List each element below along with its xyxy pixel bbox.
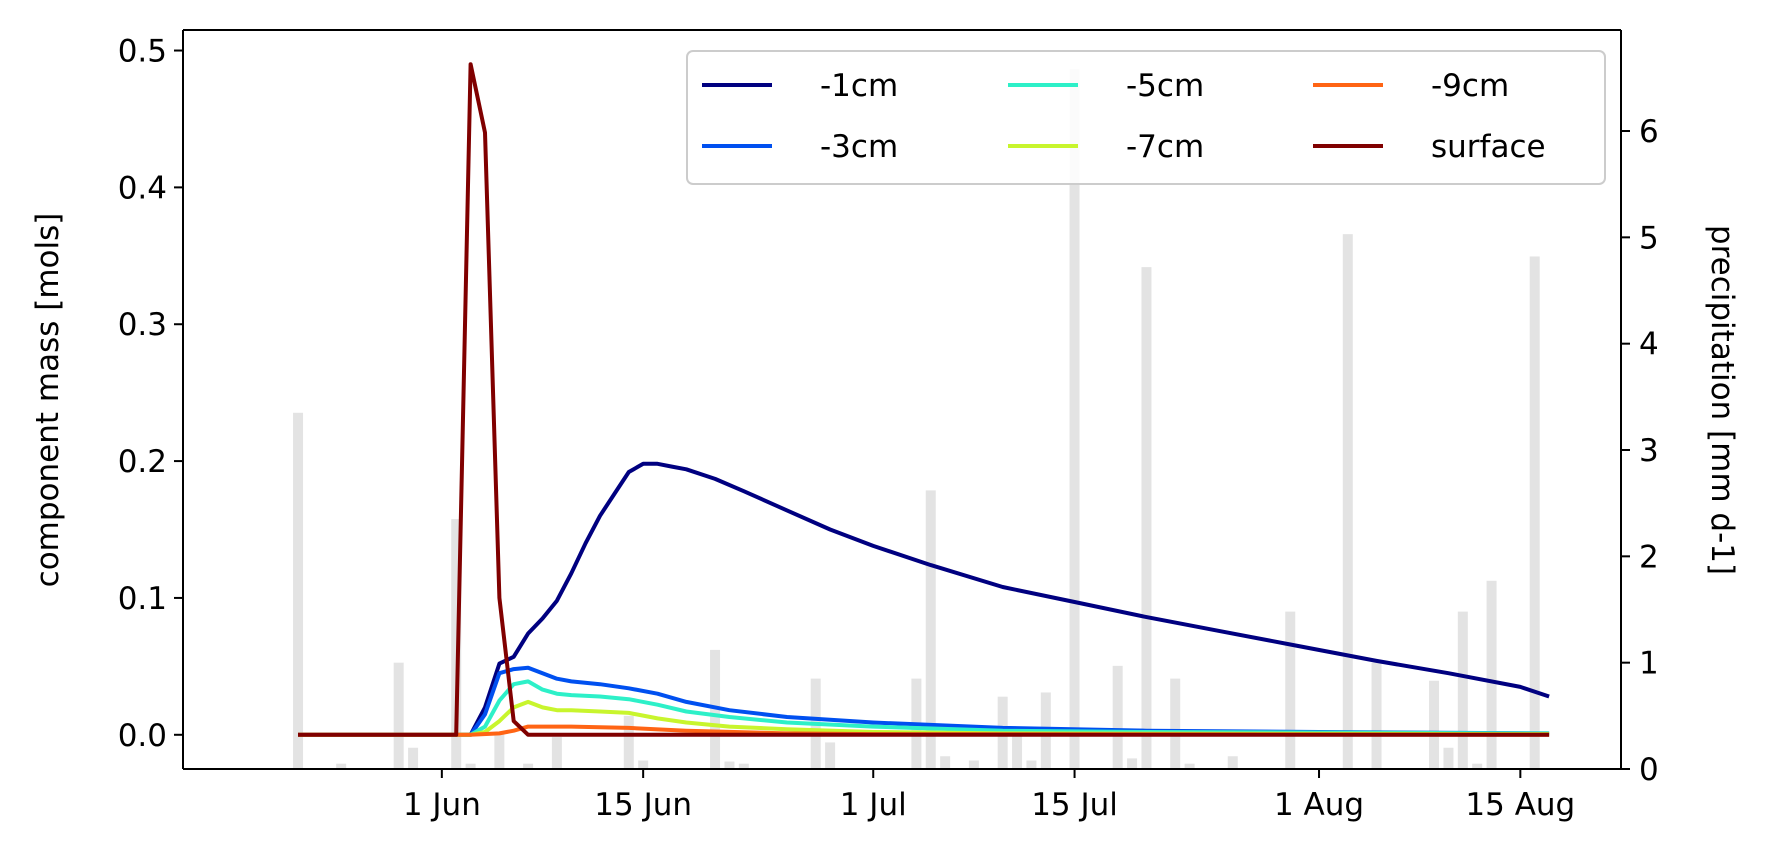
precipitation-bar (968, 760, 979, 769)
precipitation-bar (1342, 234, 1353, 769)
series-line-1cm (298, 461, 1550, 737)
precipitation-bar (1127, 758, 1138, 769)
precipitation-bar (1429, 680, 1440, 769)
y-tick-label: 0.0 (118, 718, 167, 754)
precipitation-bar (1141, 267, 1152, 769)
precipitation-bar (494, 731, 505, 769)
precipitation-bar (738, 763, 749, 769)
legend-label: -3cm (820, 129, 898, 165)
x-tick-label: 15 Jul (1031, 787, 1118, 823)
precipitation-bar (1170, 678, 1181, 769)
x-tick-label: 1 Aug (1274, 787, 1364, 823)
series-line-surface (298, 62, 1550, 737)
precipitation-bar (1112, 665, 1123, 769)
x-tick-label: 1 Jun (403, 787, 481, 823)
precipitation-bar (551, 737, 562, 769)
y2-tick-label: 6 (1639, 114, 1659, 150)
precipitation-bar (1285, 611, 1296, 769)
precipitation-bar (393, 662, 404, 769)
precipitation-bar (1069, 69, 1080, 769)
precipitation-bar (1457, 611, 1468, 769)
y2-tick-label: 5 (1639, 220, 1659, 256)
precipitation-bar (465, 763, 476, 769)
precipitation-bar (1486, 580, 1497, 769)
y2-tick-label: 1 (1639, 646, 1659, 682)
series-line-7cm (298, 699, 1550, 737)
precipitation-bar (1472, 763, 1483, 769)
precipitation-bar (623, 715, 634, 769)
precipitation-bar (724, 761, 735, 769)
precipitation-bar (523, 763, 534, 769)
precipitation-bar (1529, 256, 1540, 770)
precipitation-bar (1026, 760, 1037, 769)
precipitation-bar (1012, 731, 1023, 769)
y2-tick-label: 4 (1639, 327, 1659, 363)
y-tick-label: 0.1 (118, 581, 167, 617)
y2-axis-title: precipitation [mm d-1] (1704, 225, 1740, 575)
precipitation-bar (336, 763, 347, 769)
precipitation-bar (638, 760, 649, 769)
precipitation-bar (825, 742, 836, 769)
y2-tick-label: 0 (1639, 752, 1659, 788)
legend-label: -7cm (1126, 129, 1204, 165)
y2-tick-label: 3 (1639, 433, 1659, 469)
y-tick-label: 0.4 (118, 170, 167, 206)
series-line-3cm (298, 665, 1550, 737)
precipitation-bar (408, 747, 419, 769)
legend-label: -9cm (1431, 68, 1509, 104)
legend-label: -1cm (820, 68, 898, 104)
y-axis-title: component mass [mols] (30, 213, 66, 588)
x-tick-label: 15 Jun (594, 787, 692, 823)
x-tick-label: 1 Jul (840, 787, 907, 823)
legend: -1cm -3cm -5cm -7cm -9cm surface (686, 50, 1606, 185)
precipitation-bar (293, 412, 304, 769)
precipitation-bar (940, 756, 951, 769)
y-tick-label: 0.3 (118, 307, 167, 343)
y-tick-label: 0.2 (118, 444, 167, 480)
precipitation-bar (1371, 662, 1382, 769)
legend-label: -5cm (1126, 68, 1204, 104)
axes: 0.0 0.1 0.2 0.3 0.4 0.5 0 1 2 3 4 5 6 1 Jun 15 Jun 1 Ju… (118, 29, 1659, 823)
precipitation-bar (925, 490, 936, 769)
y2-tick-label: 2 (1639, 539, 1659, 575)
series-lines (298, 62, 1550, 737)
precipitation-bar (1443, 747, 1454, 769)
legend-label: surface (1431, 129, 1546, 165)
series-line-5cm (298, 679, 1550, 737)
y-tick-label: 0.5 (118, 34, 167, 70)
x-tick-label: 15 Aug (1465, 787, 1575, 823)
precipitation-bar (1184, 763, 1195, 769)
precipitation-bar (1227, 756, 1238, 769)
